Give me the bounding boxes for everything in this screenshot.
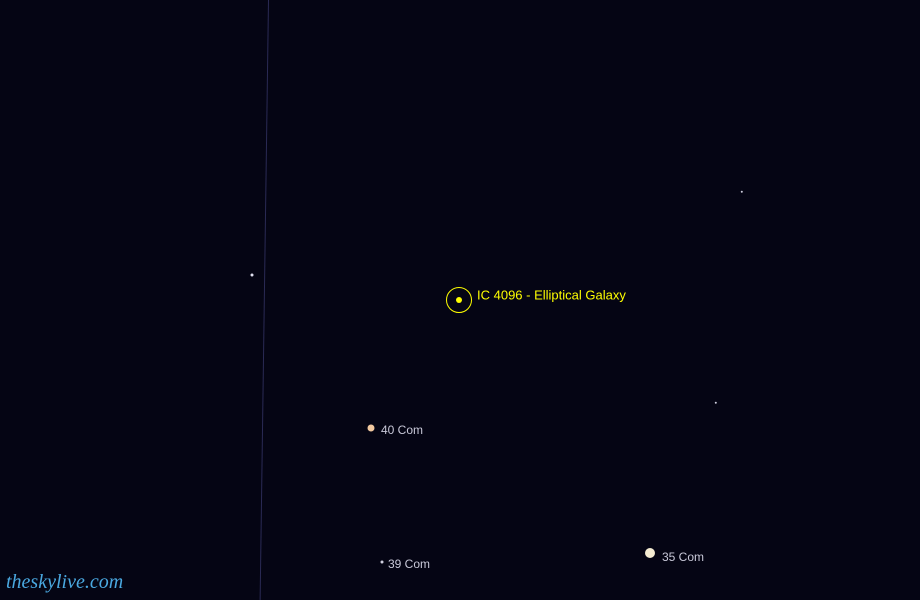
- star-chart: 40 Com 35 Com 39 Com IC 4096 - Elliptical G…: [0, 0, 920, 600]
- faint-star: [251, 274, 254, 277]
- star-40-com: [368, 425, 375, 432]
- star-35-com: [645, 548, 655, 558]
- faint-star: [741, 191, 743, 193]
- watermark: theskylive.com: [6, 571, 123, 594]
- target-label: IC 4096 - Elliptical Galaxy: [477, 288, 626, 303]
- constellation-line: [260, 0, 269, 600]
- star-39-com: [381, 561, 384, 564]
- star-label: 35 Com: [662, 550, 704, 564]
- star-label: 39 Com: [388, 557, 430, 571]
- faint-star: [715, 402, 717, 404]
- star-label: 40 Com: [381, 423, 423, 437]
- target-dot: [456, 297, 462, 303]
